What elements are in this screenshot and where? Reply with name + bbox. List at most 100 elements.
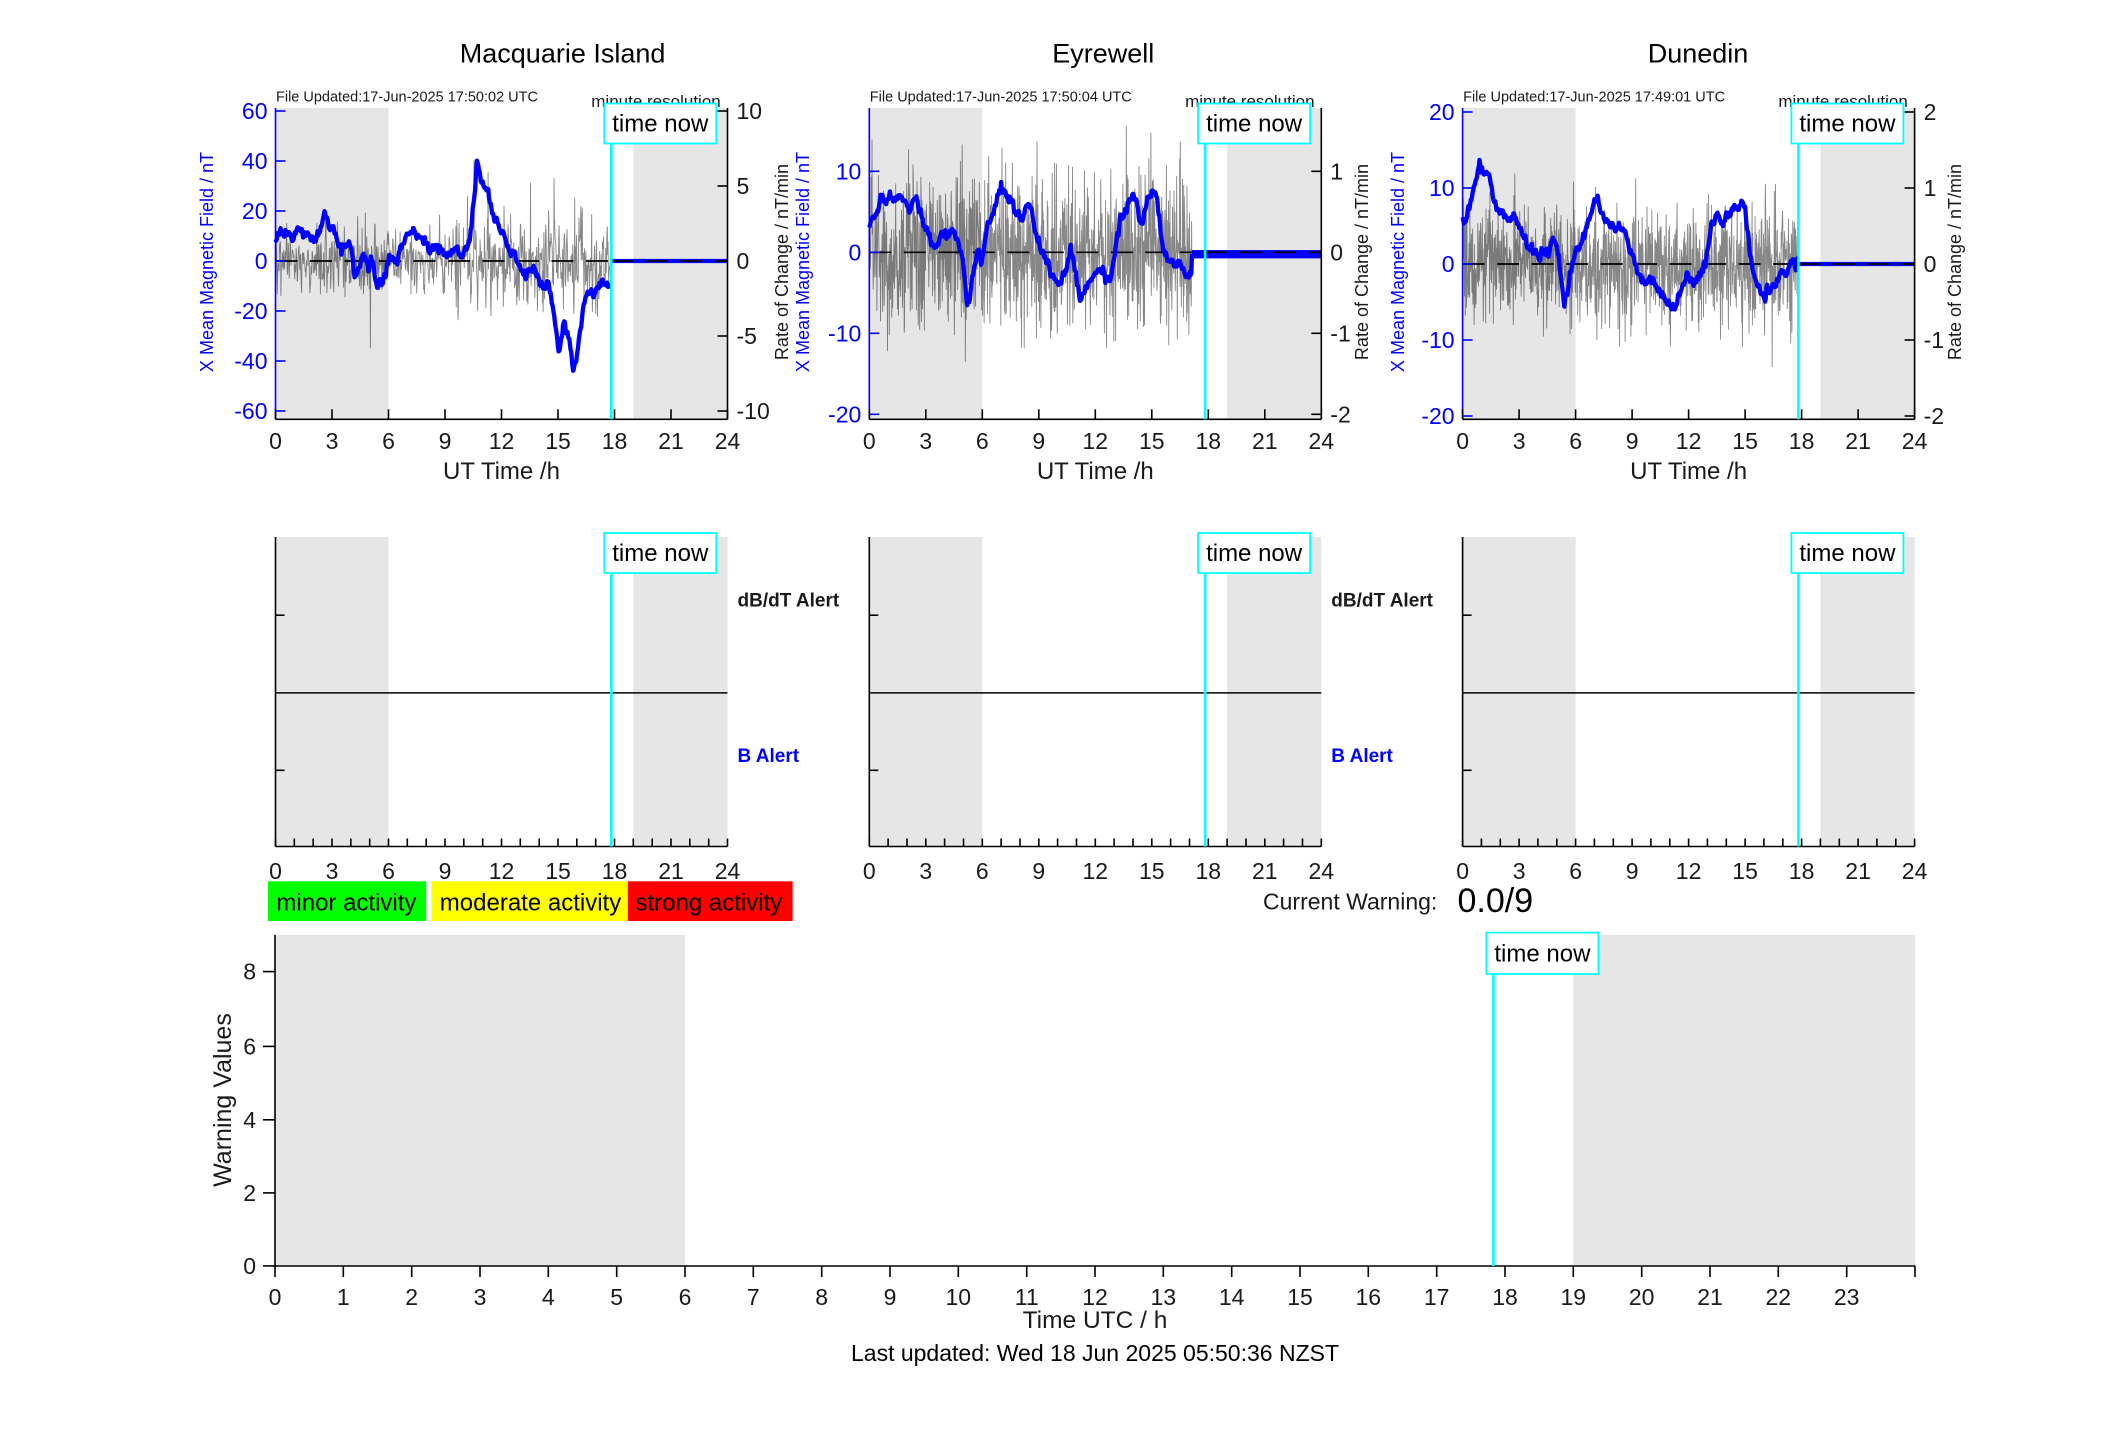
svg-text:6: 6 [679, 1284, 692, 1310]
svg-text:-20: -20 [234, 298, 267, 324]
svg-text:10: 10 [1429, 175, 1455, 201]
svg-text:3: 3 [326, 858, 339, 884]
svg-text:23: 23 [1834, 1284, 1860, 1310]
svg-text:12: 12 [489, 428, 515, 454]
svg-text:time now: time now [1799, 111, 1896, 138]
svg-text:20: 20 [242, 198, 268, 224]
svg-text:15: 15 [545, 428, 571, 454]
svg-text:3: 3 [1513, 428, 1526, 454]
svg-text:9: 9 [884, 1284, 897, 1310]
svg-text:X Mean Magnetic Field / nT: X Mean Magnetic Field / nT [197, 152, 217, 372]
svg-text:-2: -2 [1330, 401, 1350, 427]
svg-text:24: 24 [715, 858, 741, 884]
svg-text:1: 1 [337, 1284, 350, 1310]
svg-text:0: 0 [1442, 251, 1455, 277]
svg-text:B Alert: B Alert [738, 746, 800, 767]
svg-text:24: 24 [715, 428, 741, 454]
svg-text:2: 2 [243, 1180, 256, 1206]
svg-text:9: 9 [1032, 858, 1045, 884]
svg-text:dB/dT Alert: dB/dT Alert [738, 591, 840, 612]
svg-text:4: 4 [542, 1284, 555, 1310]
svg-text:24: 24 [1902, 428, 1928, 454]
svg-text:0: 0 [849, 239, 862, 265]
svg-text:18: 18 [1196, 858, 1222, 884]
svg-text:Current Warning:: Current Warning: [1263, 889, 1437, 915]
svg-text:-5: -5 [737, 323, 757, 349]
svg-text:X Mean Magnetic Field / nT: X Mean Magnetic Field / nT [793, 152, 813, 372]
svg-text:-20: -20 [1421, 403, 1454, 429]
svg-text:18: 18 [1789, 858, 1815, 884]
svg-text:-60: -60 [234, 398, 267, 424]
svg-text:12: 12 [1082, 1284, 1108, 1310]
svg-text:-20: -20 [828, 401, 861, 427]
svg-text:3: 3 [919, 428, 932, 454]
svg-text:12: 12 [1083, 858, 1109, 884]
svg-text:18: 18 [1196, 428, 1222, 454]
svg-text:Rate of Change / nT/min: Rate of Change / nT/min [772, 164, 792, 360]
svg-text:moderate activity: moderate activity [440, 890, 621, 917]
svg-text:21: 21 [658, 858, 684, 884]
svg-text:3: 3 [919, 858, 932, 884]
svg-text:0: 0 [269, 858, 282, 884]
svg-text:11: 11 [1015, 1284, 1039, 1310]
svg-text:0: 0 [1924, 251, 1937, 277]
svg-text:Rate of Change / nT/min: Rate of Change / nT/min [1945, 164, 1965, 360]
svg-text:-10: -10 [1421, 327, 1454, 353]
svg-text:6: 6 [976, 428, 989, 454]
svg-text:9: 9 [439, 858, 452, 884]
svg-text:Warning Values: Warning Values [209, 1013, 237, 1187]
svg-text:0: 0 [1456, 858, 1469, 884]
svg-text:16: 16 [1356, 1284, 1382, 1310]
svg-text:19: 19 [1561, 1284, 1587, 1310]
svg-text:File Updated:17-Jun-2025 17:50: File Updated:17-Jun-2025 17:50:02 UTC [276, 90, 538, 106]
svg-text:0: 0 [863, 428, 876, 454]
svg-text:15: 15 [545, 858, 571, 884]
svg-text:12: 12 [1676, 428, 1702, 454]
svg-text:0: 0 [255, 248, 268, 274]
svg-text:3: 3 [326, 428, 339, 454]
svg-text:15: 15 [1732, 428, 1758, 454]
svg-text:UT Time /h: UT Time /h [443, 458, 560, 485]
svg-text:Dunedin: Dunedin [1648, 38, 1749, 68]
svg-text:Eyrewell: Eyrewell [1052, 38, 1154, 68]
svg-text:20: 20 [1429, 99, 1455, 125]
svg-text:7: 7 [747, 1284, 760, 1310]
svg-text:Macquarie Island: Macquarie Island [460, 38, 666, 68]
svg-text:24: 24 [1902, 858, 1928, 884]
svg-text:21: 21 [1845, 428, 1871, 454]
svg-text:2: 2 [1924, 99, 1937, 125]
svg-text:File Updated:17-Jun-2025 17:49: File Updated:17-Jun-2025 17:49:01 UTC [1463, 90, 1725, 106]
svg-text:9: 9 [1626, 858, 1639, 884]
svg-text:18: 18 [1492, 1284, 1518, 1310]
svg-text:5: 5 [610, 1284, 623, 1310]
svg-text:0: 0 [737, 248, 750, 274]
svg-text:-2: -2 [1924, 403, 1944, 429]
svg-text:21: 21 [1697, 1284, 1723, 1310]
svg-text:1: 1 [1924, 175, 1937, 201]
svg-text:3: 3 [1513, 858, 1526, 884]
svg-text:12: 12 [1083, 428, 1109, 454]
svg-text:0: 0 [269, 1284, 282, 1310]
svg-text:5: 5 [737, 173, 750, 199]
svg-text:4: 4 [243, 1107, 256, 1133]
svg-text:time now: time now [612, 540, 709, 567]
svg-text:10: 10 [836, 158, 862, 184]
svg-text:20: 20 [1629, 1284, 1655, 1310]
svg-text:18: 18 [602, 428, 628, 454]
svg-text:6: 6 [1569, 858, 1582, 884]
svg-text:time now: time now [1206, 540, 1303, 567]
svg-text:0: 0 [269, 428, 282, 454]
svg-text:B Alert: B Alert [1331, 746, 1393, 767]
svg-text:10: 10 [946, 1284, 972, 1310]
svg-text:24: 24 [1309, 858, 1335, 884]
svg-text:Last updated: Wed 18 Jun 2025: Last updated: Wed 18 Jun 2025 05:50:36 N… [851, 1340, 1339, 1366]
svg-text:-10: -10 [828, 320, 861, 346]
svg-text:-1: -1 [1924, 327, 1944, 353]
svg-text:dB/dT Alert: dB/dT Alert [1331, 591, 1433, 612]
svg-text:time now: time now [612, 111, 709, 138]
svg-text:strong activity: strong activity [636, 890, 783, 917]
svg-text:0: 0 [1456, 428, 1469, 454]
svg-text:6: 6 [243, 1033, 256, 1059]
svg-text:UT Time /h: UT Time /h [1630, 458, 1747, 485]
svg-text:18: 18 [1789, 428, 1815, 454]
